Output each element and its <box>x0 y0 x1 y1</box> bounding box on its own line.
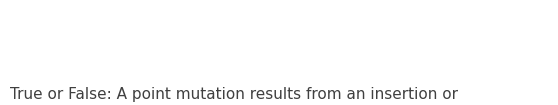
Text: True or False: A point mutation results from an insertion or
deletion of nucleot: True or False: A point mutation results … <box>10 87 500 105</box>
